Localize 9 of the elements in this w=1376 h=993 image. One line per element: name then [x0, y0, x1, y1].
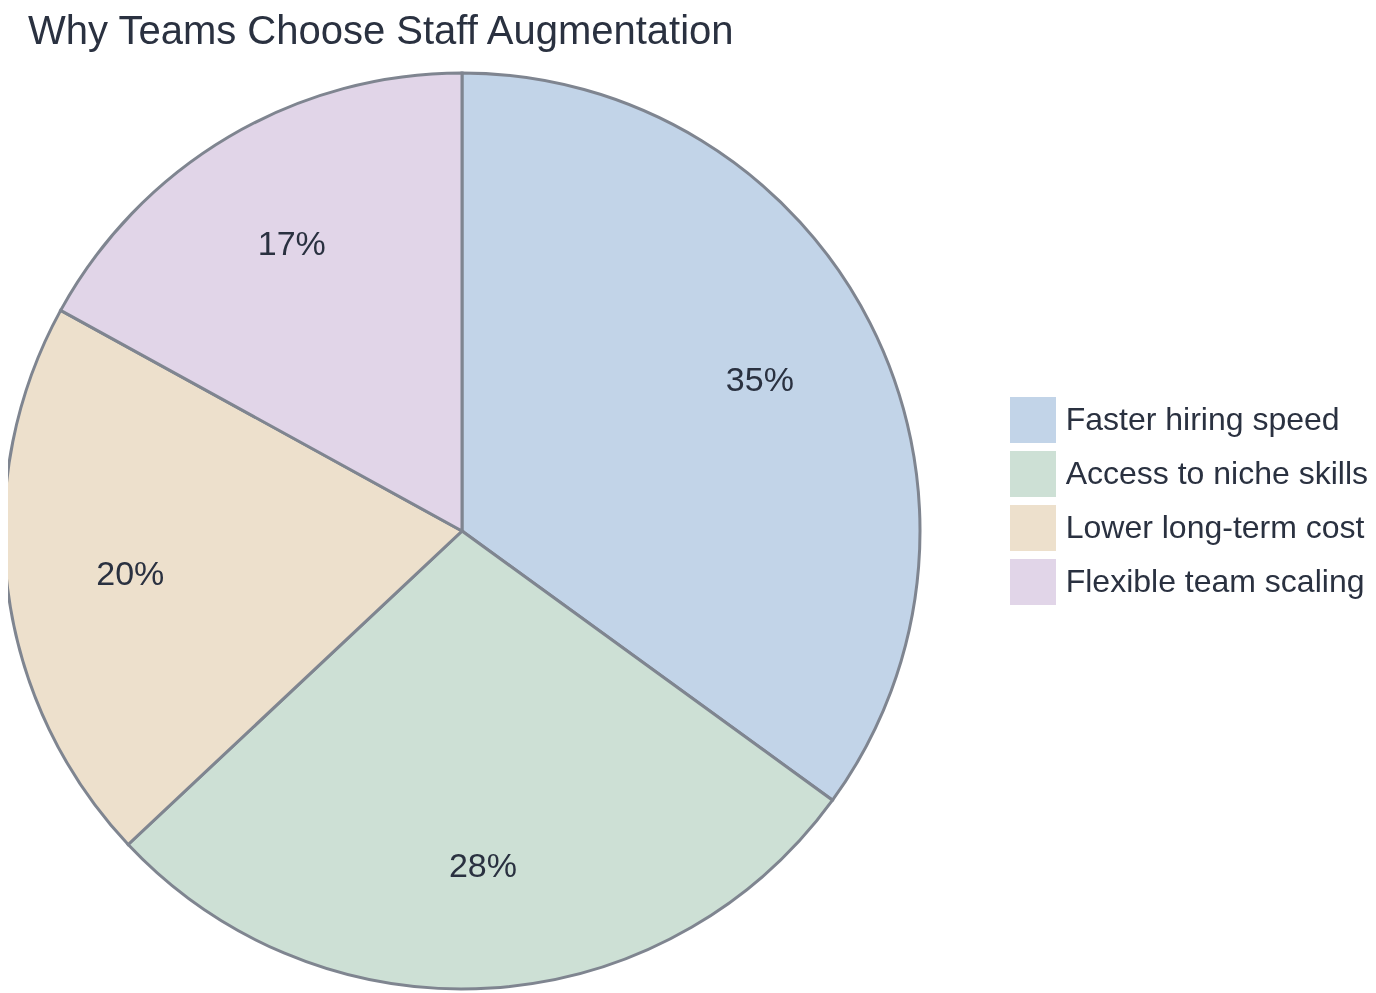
data-label: 17% — [257, 224, 326, 263]
legend-label: Access to niche skills — [1065, 455, 1368, 492]
data-label: 20% — [96, 553, 165, 592]
legend-label: Faster hiring speed — [1065, 401, 1340, 438]
data-label: 28% — [448, 845, 518, 884]
data-label: 35% — [725, 360, 794, 399]
legend-label: Lower long-term cost — [1065, 509, 1365, 546]
legend-label: Flexible team scaling — [1065, 563, 1365, 600]
chart-title: Why Teams Choose Staff Augmentation — [28, 8, 734, 52]
